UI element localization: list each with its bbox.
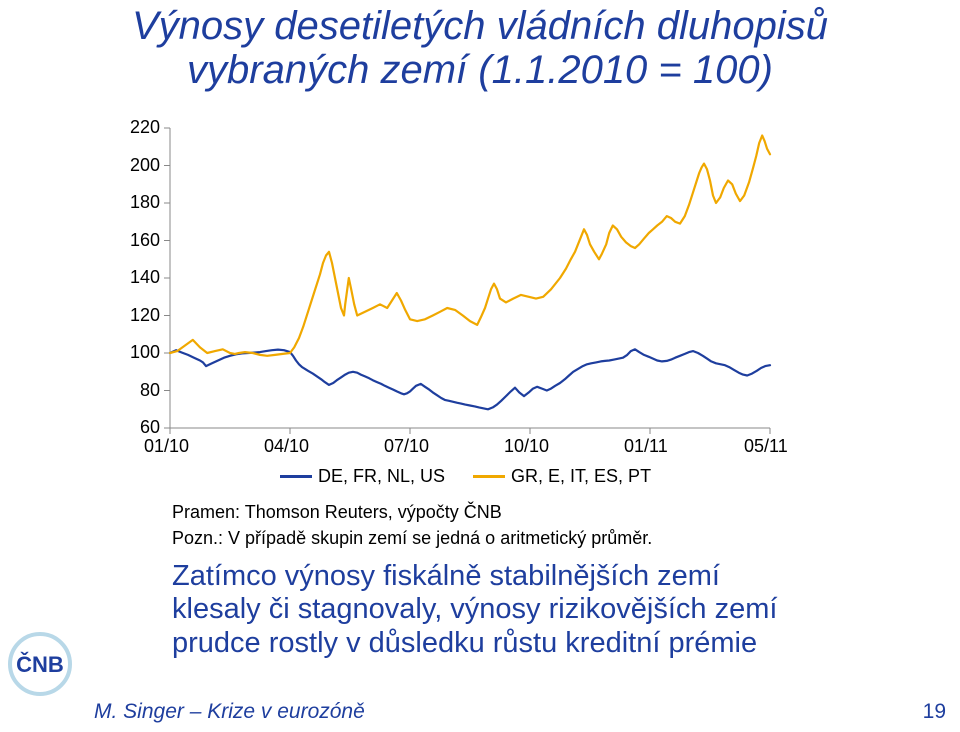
chart-series-1 <box>170 136 770 356</box>
slide-title-line-1: Výnosy desetiletých vládních dluhopisů <box>0 4 960 48</box>
y-tick-label: 100 <box>130 342 160 363</box>
slide-footer: M. Singer – Krize v eurozóně <box>94 700 365 724</box>
legend-label: DE, FR, NL, US <box>318 466 445 487</box>
page-number: 19 <box>923 700 946 724</box>
bond-yield-chart <box>170 128 770 428</box>
x-tick-label: 07/10 <box>384 436 429 457</box>
x-tick-label: 01/10 <box>144 436 189 457</box>
svg-text:ČNB: ČNB <box>16 652 64 677</box>
legend-label: GR, E, IT, ES, PT <box>511 466 651 487</box>
slide-title-suffix: (1.1.2010 = 100) <box>478 48 773 92</box>
legend-item: DE, FR, NL, US <box>280 466 445 487</box>
legend-item: GR, E, IT, ES, PT <box>473 466 651 487</box>
y-tick-label: 200 <box>130 155 160 176</box>
x-tick-label: 10/10 <box>504 436 549 457</box>
x-tick-label: 04/10 <box>264 436 309 457</box>
x-tick-label: 05/11 <box>744 436 788 457</box>
slide-title-line-2: vybraných zemí (1.1.2010 = 100) <box>0 48 960 92</box>
y-tick-label: 120 <box>130 305 160 326</box>
conclusion-line-1: Zatímco výnosy fiskálně stabilnějších ze… <box>172 560 720 593</box>
y-tick-label: 80 <box>140 380 160 401</box>
conclusion-line-2: klesaly či stagnovaly, výnosy rizikovějš… <box>172 593 777 626</box>
legend-swatch <box>280 475 312 478</box>
legend-swatch <box>473 475 505 478</box>
chart-series-0 <box>170 349 770 409</box>
chart-note: Pozn.: V případě skupin zemí se jedná o … <box>172 528 652 549</box>
y-tick-label: 60 <box>140 417 160 438</box>
y-tick-label: 140 <box>130 267 160 288</box>
chart-source: Pramen: Thomson Reuters, výpočty ČNB <box>172 502 502 523</box>
y-tick-label: 180 <box>130 192 160 213</box>
slide-title-line-2-main: vybraných zemí <box>187 48 467 92</box>
chart-legend: DE, FR, NL, US GR, E, IT, ES, PT <box>280 466 651 487</box>
conclusion-line-3: prudce rostly v důsledku růstu kreditní … <box>172 627 757 660</box>
cnb-logo: ČNB <box>8 632 72 701</box>
y-tick-label: 220 <box>130 117 160 138</box>
y-tick-label: 160 <box>130 230 160 251</box>
x-tick-label: 01/11 <box>624 436 668 457</box>
